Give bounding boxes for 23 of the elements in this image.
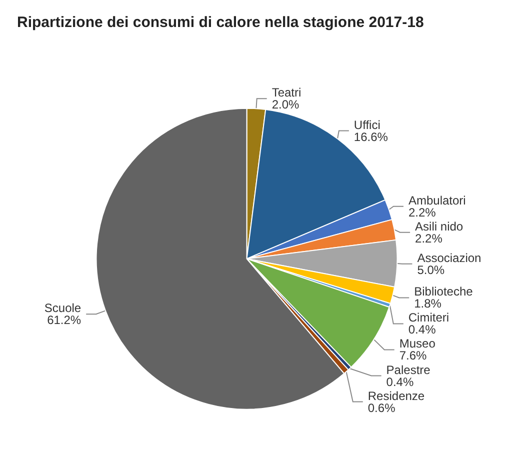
data-label: 0.4% <box>386 374 414 389</box>
slice-label: Cimiteri <box>408 310 450 325</box>
slice-label: Residenze <box>368 388 425 403</box>
slice-label: Ambulatori <box>408 193 466 208</box>
data-label: 61.2% <box>47 313 82 328</box>
data-label: 16.6% <box>354 130 388 144</box>
data-label: 5.0% <box>417 262 445 277</box>
slice-label: Asili nido <box>415 219 464 234</box>
slice-label: Teatri <box>272 86 302 100</box>
data-label: 1.8% <box>414 296 442 311</box>
data-label: 2.2% <box>415 231 443 246</box>
slice-label: Palestre <box>386 362 431 377</box>
data-label: 0.4% <box>408 322 436 337</box>
slice-label: Museo <box>399 336 436 351</box>
slice-label: Scuole <box>44 301 82 316</box>
slice-label: Associazion <box>417 250 482 265</box>
data-label: 2.2% <box>408 205 436 220</box>
slice-label: Uffici <box>354 118 380 132</box>
chart-title: Ripartizione dei consumi di calore nella stagione 2017-18 <box>17 14 424 31</box>
slice-label: Biblioteche <box>414 284 474 299</box>
data-label: 0.6% <box>368 400 396 415</box>
data-label: 7.6% <box>399 348 428 363</box>
data-label: 2.0% <box>272 98 300 112</box>
